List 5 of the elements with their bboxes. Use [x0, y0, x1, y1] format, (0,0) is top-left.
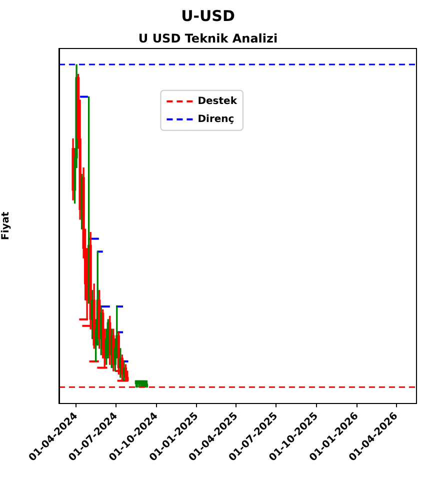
chart-title: U-USD [181, 6, 235, 25]
chart-subtitle: U USD Teknik Analizi [138, 31, 278, 46]
legend-label: Direnç [198, 114, 234, 125]
y-axis-title: Fiyat [0, 211, 12, 240]
legend-label: Destek [198, 96, 238, 107]
